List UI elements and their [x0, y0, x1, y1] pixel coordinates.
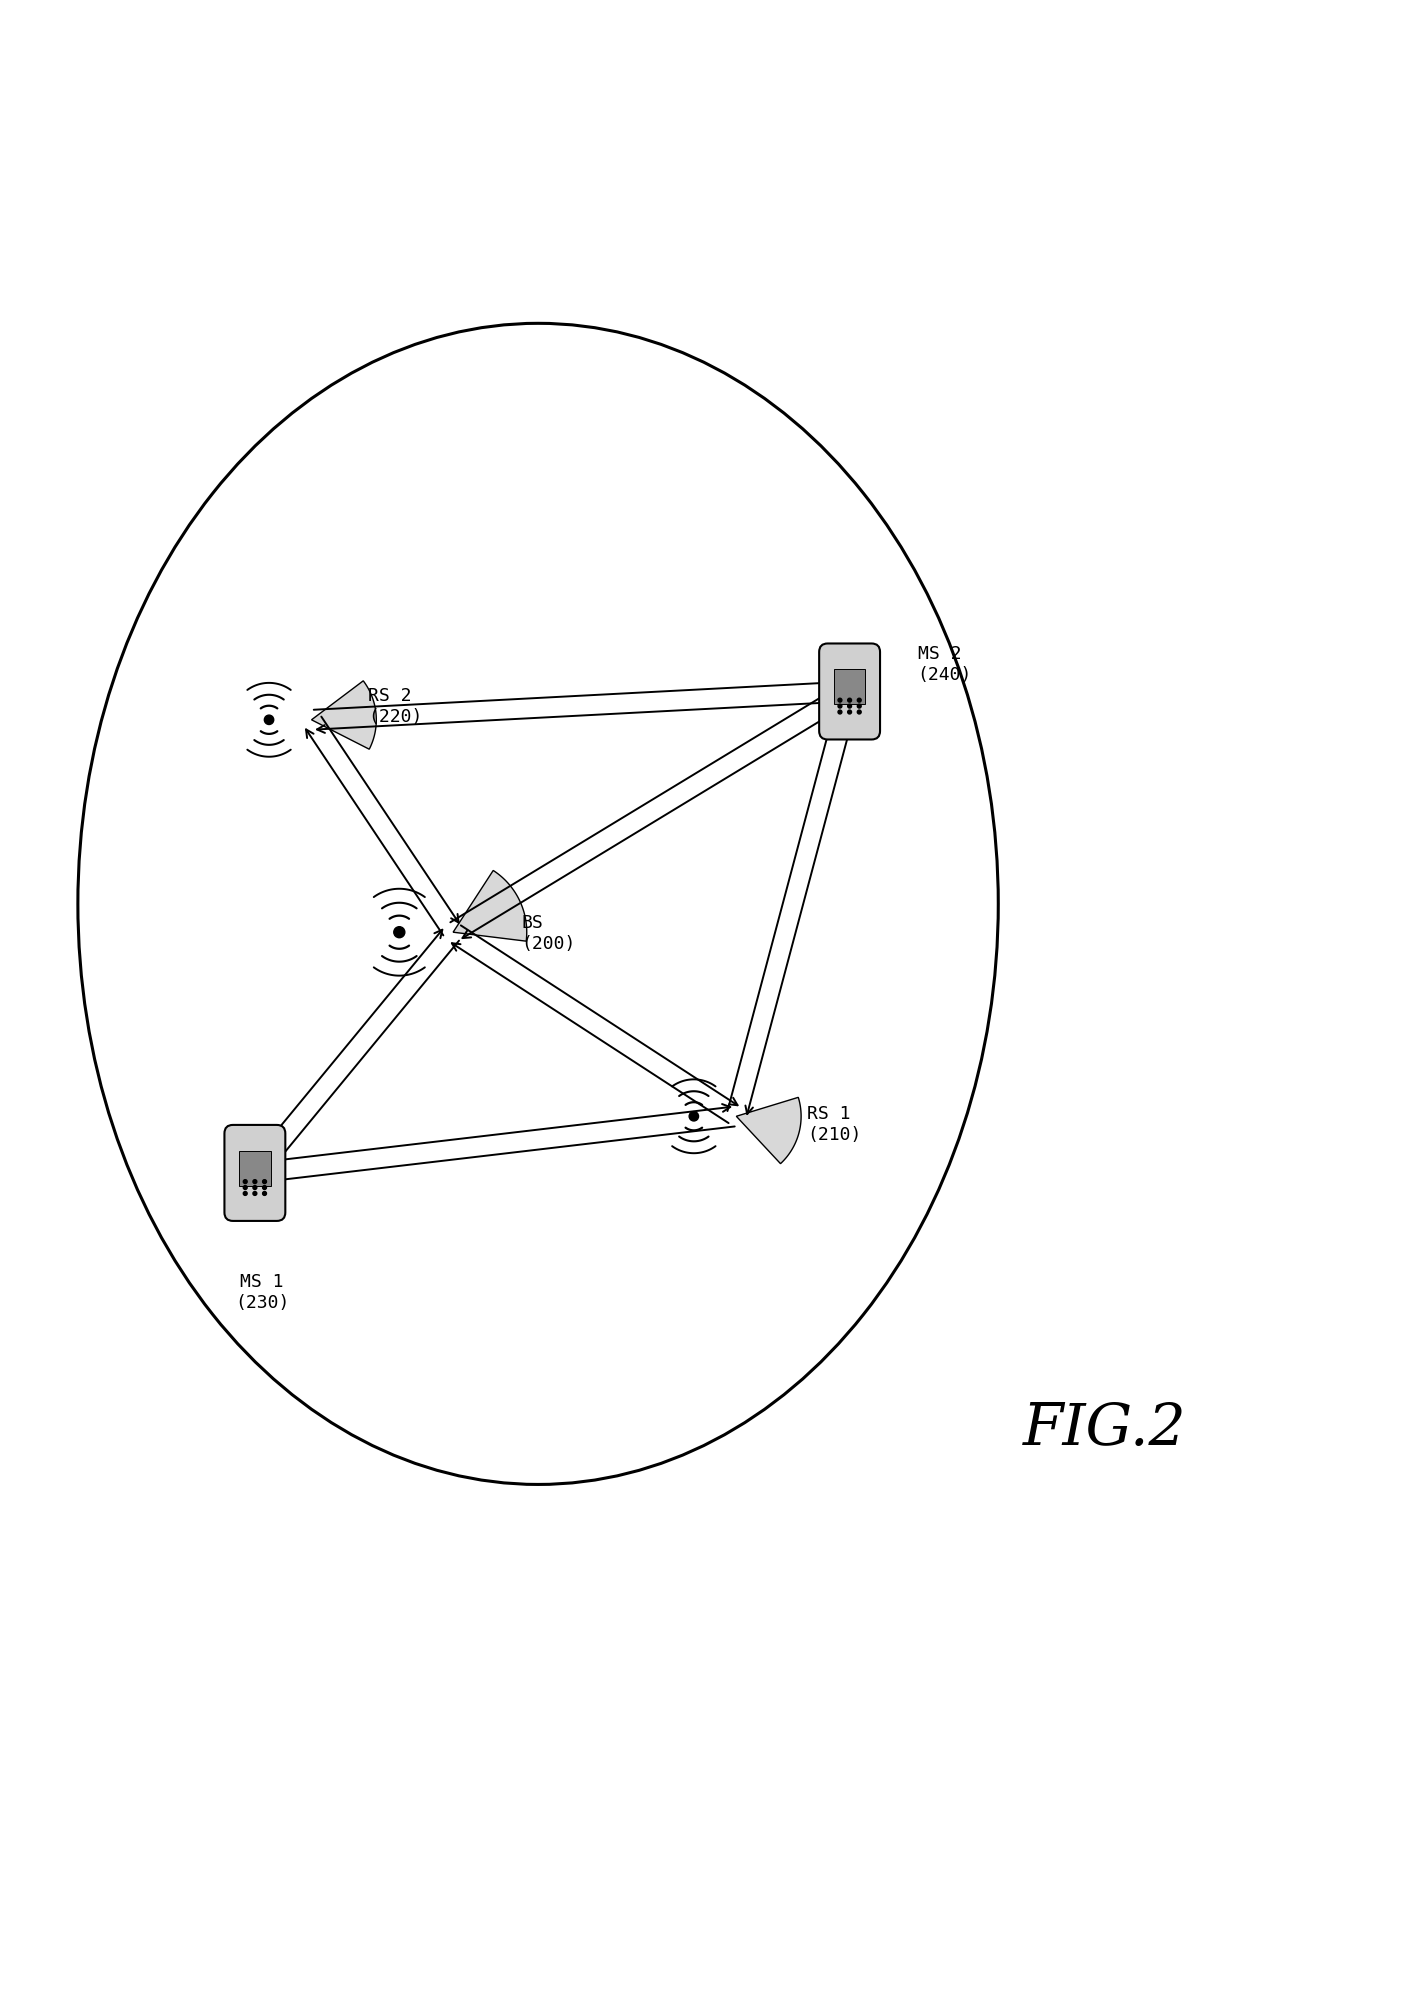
Text: MS 1
(230): MS 1 (230) — [235, 1272, 289, 1311]
Text: BS
(200): BS (200) — [521, 913, 575, 951]
Text: RS 2
(220): RS 2 (220) — [368, 686, 422, 727]
Circle shape — [394, 927, 405, 937]
Circle shape — [253, 1180, 256, 1184]
Bar — [834, 670, 865, 704]
Circle shape — [838, 704, 843, 708]
Circle shape — [262, 1180, 266, 1184]
Text: MS 2
(240): MS 2 (240) — [918, 644, 971, 682]
Circle shape — [253, 1192, 256, 1196]
Polygon shape — [453, 871, 527, 941]
Circle shape — [244, 1186, 248, 1190]
Polygon shape — [736, 1098, 801, 1164]
Circle shape — [253, 1186, 256, 1190]
Circle shape — [244, 1192, 248, 1196]
Text: FIG.2: FIG.2 — [1022, 1399, 1187, 1457]
Circle shape — [690, 1112, 698, 1122]
FancyBboxPatch shape — [224, 1126, 285, 1222]
Circle shape — [857, 698, 861, 702]
Text: RS 1
(210): RS 1 (210) — [807, 1104, 861, 1144]
Circle shape — [262, 1186, 266, 1190]
Circle shape — [857, 704, 861, 708]
Circle shape — [262, 1192, 266, 1196]
Polygon shape — [312, 682, 377, 751]
Circle shape — [838, 698, 843, 702]
Bar — [239, 1152, 270, 1186]
Ellipse shape — [78, 325, 998, 1485]
Circle shape — [838, 710, 843, 714]
FancyBboxPatch shape — [818, 644, 881, 741]
Circle shape — [857, 710, 861, 714]
Circle shape — [244, 1180, 248, 1184]
Circle shape — [848, 704, 851, 708]
Circle shape — [848, 710, 851, 714]
Circle shape — [848, 698, 851, 702]
Circle shape — [265, 716, 273, 725]
